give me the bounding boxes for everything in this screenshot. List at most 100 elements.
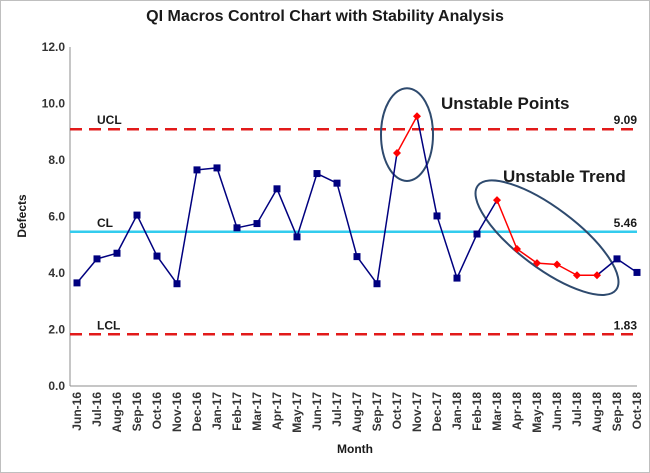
x-tick-label: Oct-18	[630, 392, 644, 430]
x-tick-label: Jun-18	[550, 392, 564, 431]
x-tick-label: Jul-17	[330, 392, 344, 427]
x-axis-label: Month	[337, 442, 373, 456]
annotation-unstable-points: Unstable Points	[441, 94, 569, 113]
series-segment	[376, 152, 398, 284]
data-point	[213, 164, 221, 172]
series-segment	[396, 115, 418, 154]
x-tick-label: Jul-16	[90, 392, 104, 427]
x-tick-label: Dec-16	[190, 392, 204, 432]
x-tick-label: Mar-17	[250, 392, 264, 431]
x-tick-label: Oct-17	[390, 392, 404, 430]
x-tick-label: Dec-17	[430, 392, 444, 432]
data-point	[113, 249, 121, 257]
series-segment	[336, 182, 358, 257]
series-segment	[516, 248, 538, 264]
data-point	[293, 233, 301, 241]
y-tick-label: 6.0	[48, 210, 65, 224]
data-point	[93, 255, 101, 263]
x-tick-label: Nov-17	[410, 392, 424, 432]
series-segment	[76, 258, 98, 284]
x-tick-label: Sep-16	[130, 392, 144, 432]
data-point	[253, 220, 261, 228]
data-point	[633, 268, 641, 276]
ucl-label: UCL	[97, 113, 122, 127]
series-segment	[436, 215, 458, 279]
x-tick-labels: Jun-16 Jul-16 Aug-16 Sep-16 Oct-16 Nov-16 Dec-…	[70, 392, 644, 433]
y-tick-label: 2.0	[48, 323, 65, 337]
x-tick-label: Aug-18	[590, 392, 604, 433]
unstable-point	[493, 196, 501, 205]
series-segment	[356, 256, 378, 285]
series-segment	[476, 199, 498, 235]
data-point	[153, 252, 161, 260]
data-point	[353, 253, 361, 261]
x-tick-label: Jun-16	[70, 392, 84, 431]
x-tick-label: Aug-17	[350, 392, 364, 433]
control-lines: UCL 9.09 CL 5.46 LCL 1.83	[70, 113, 638, 336]
series-segment	[156, 255, 178, 285]
lcl-label: LCL	[97, 318, 120, 332]
x-tick-label: May-17	[290, 392, 304, 433]
x-tick-label: Jul-18	[570, 392, 584, 427]
series-segment	[296, 173, 318, 238]
data-point	[613, 255, 621, 263]
annotation-ellipse-1	[474, 179, 620, 296]
data-point	[193, 166, 201, 174]
unstable-point	[513, 244, 521, 253]
data-point	[233, 224, 241, 232]
x-tick-label: Nov-16	[170, 392, 184, 432]
series-segment	[136, 214, 158, 257]
data-point	[173, 280, 181, 288]
series-segment	[176, 169, 198, 284]
x-tick-label: Feb-18	[470, 392, 484, 431]
unstable-point	[393, 148, 401, 157]
data-point	[433, 212, 441, 220]
x-tick-label: Aug-16	[110, 392, 124, 433]
unstable-point	[553, 260, 561, 269]
chart-title: QI Macros Control Chart with Stability A…	[146, 8, 504, 25]
x-tick-label: Apr-18	[510, 392, 524, 430]
cl-value-label: 5.46	[614, 216, 638, 230]
x-tick-label: Jan-18	[450, 392, 464, 430]
lcl-value-label: 1.83	[614, 318, 638, 332]
series-segment	[556, 263, 578, 276]
x-tick-label: Jun-17	[310, 392, 324, 431]
series-segment	[416, 116, 438, 217]
x-tick-label: Sep-17	[370, 392, 384, 432]
series-segment	[496, 199, 518, 250]
unstable-point	[413, 112, 421, 121]
data-point	[373, 280, 381, 288]
cl-label: CL	[97, 216, 113, 230]
y-tick-labels: 0.0 2.0 4.0 6.0 8.0 10.0 12.0	[42, 40, 66, 393]
annotation-ellipse-0	[380, 87, 434, 182]
y-axis-label: Defects	[15, 194, 29, 238]
series-points	[73, 112, 641, 288]
data-point	[453, 274, 461, 282]
data-point	[313, 170, 321, 178]
x-tick-label: Apr-17	[270, 392, 284, 430]
x-tick-label: Oct-16	[150, 392, 164, 430]
y-tick-label: 4.0	[48, 266, 65, 280]
x-tick-label: Sep-18	[610, 392, 624, 432]
ucl-value-label: 9.09	[614, 113, 638, 127]
series-segment	[216, 167, 238, 229]
series-segment	[256, 188, 278, 224]
unstable-point	[593, 271, 601, 280]
annotation-ellipses	[380, 87, 620, 296]
data-point	[133, 211, 141, 219]
y-tick-label: 12.0	[42, 40, 66, 54]
series-segment	[456, 233, 478, 279]
y-tick-label: 0.0	[48, 379, 65, 393]
y-tick-label: 8.0	[48, 153, 65, 167]
data-point	[333, 179, 341, 187]
data-point	[73, 279, 81, 287]
data-point	[473, 230, 481, 238]
x-tick-label: Mar-18	[490, 392, 504, 431]
x-tick-label: Jan-17	[210, 392, 224, 430]
series-segment	[276, 188, 298, 238]
x-tick-label: May-18	[530, 392, 544, 433]
unstable-point	[533, 259, 541, 268]
annotation-unstable-trend: Unstable Trend	[503, 167, 626, 186]
y-tick-label: 10.0	[42, 97, 66, 111]
